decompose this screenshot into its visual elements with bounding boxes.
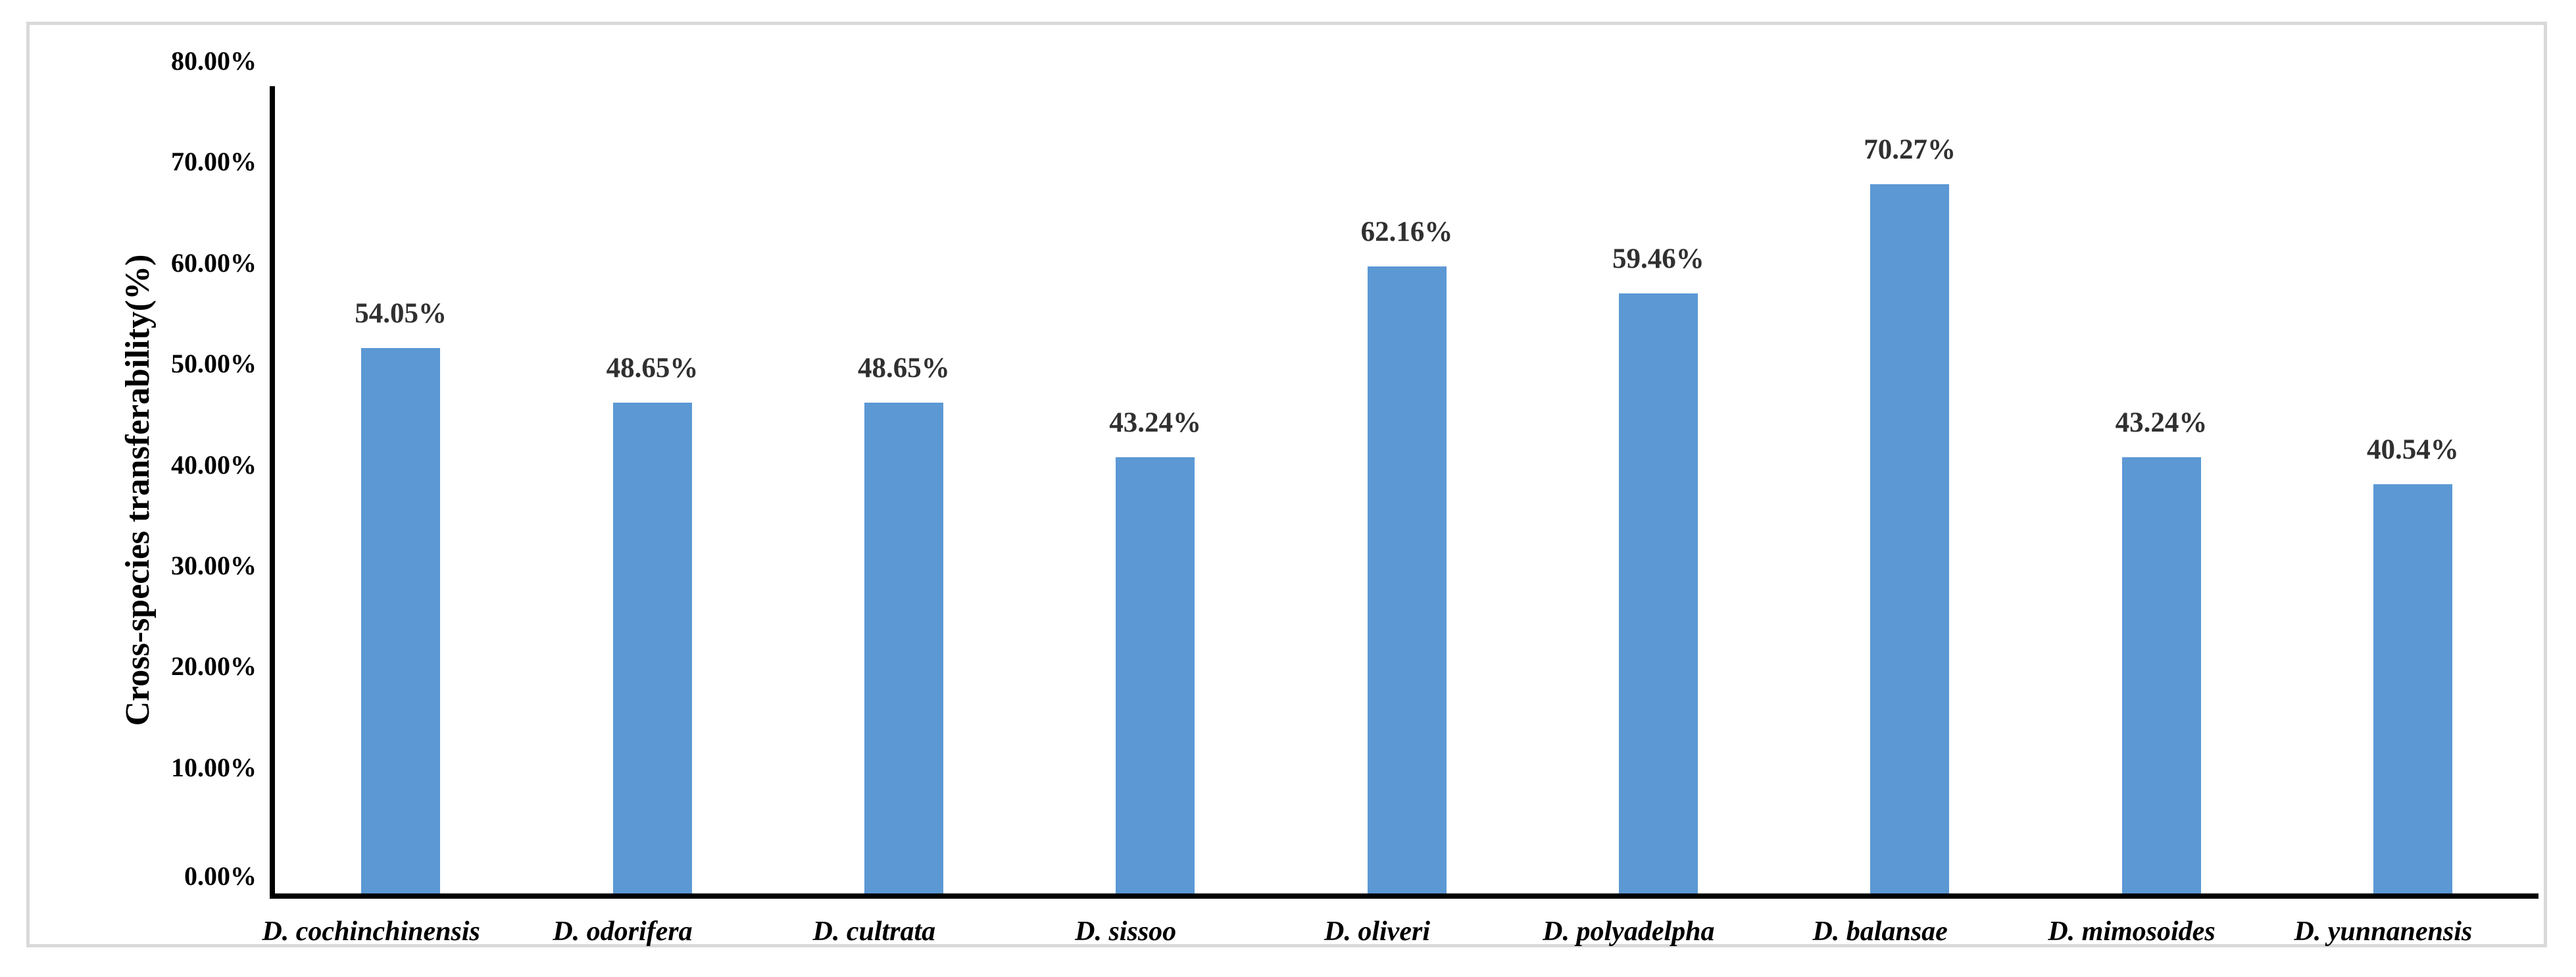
x-category-label: D. polyadelpha bbox=[1543, 916, 1715, 947]
bar bbox=[1870, 184, 1950, 893]
x-category-label: D. cochinchinensis bbox=[262, 916, 480, 947]
figure-frame: Cross-species transferability(%) 0.00% 10… bbox=[26, 22, 2547, 947]
bar-value-label: 70.27% bbox=[1864, 134, 1956, 166]
y-tick-label: 30.00% bbox=[171, 550, 257, 580]
bar bbox=[1116, 457, 1195, 893]
y-tick-label: 80.00% bbox=[171, 46, 257, 76]
y-tick-label: 20.00% bbox=[171, 651, 257, 682]
x-category-label: D. oliveri bbox=[1324, 916, 1430, 947]
y-tick-label: 10.00% bbox=[171, 752, 257, 782]
bar bbox=[612, 402, 692, 893]
bar-value-label: 62.16% bbox=[1360, 216, 1453, 247]
bar bbox=[1367, 266, 1447, 893]
y-tick-label: 50.00% bbox=[171, 349, 257, 379]
bar bbox=[864, 402, 943, 893]
bar-value-label: 48.65% bbox=[606, 352, 699, 384]
x-category-label: D. sissoo bbox=[1075, 916, 1177, 947]
y-tick-label: 70.00% bbox=[171, 147, 257, 177]
bar-value-label: 54.05% bbox=[355, 298, 447, 329]
y-tick-label: 40.00% bbox=[171, 449, 257, 480]
bar-value-label: 59.46% bbox=[1612, 243, 1704, 275]
bar bbox=[1618, 293, 1698, 893]
bar bbox=[2373, 484, 2452, 893]
bar bbox=[361, 348, 441, 893]
x-category-label: D. cultrata bbox=[812, 916, 936, 947]
x-category-label: D. yunnanensis bbox=[2294, 916, 2473, 947]
bar-value-label: 48.65% bbox=[857, 352, 950, 384]
y-tick-label: 60.00% bbox=[171, 247, 257, 278]
bar-value-label: 43.24% bbox=[1109, 407, 1202, 438]
x-category-label: D. balansae bbox=[1812, 916, 1948, 947]
x-category-label: D. odorifera bbox=[553, 916, 693, 947]
x-category-label: D. mimosoides bbox=[2048, 916, 2216, 947]
plot-area: 54.05% 48.65% 48.65% 43.24% 62.16% 59.46% 70.2… bbox=[270, 86, 2539, 899]
y-tick-label: 0.00% bbox=[184, 861, 257, 891]
bar-value-label: 40.54% bbox=[2366, 434, 2459, 466]
bar bbox=[2121, 457, 2201, 893]
bar-value-label: 43.24% bbox=[2115, 407, 2208, 438]
